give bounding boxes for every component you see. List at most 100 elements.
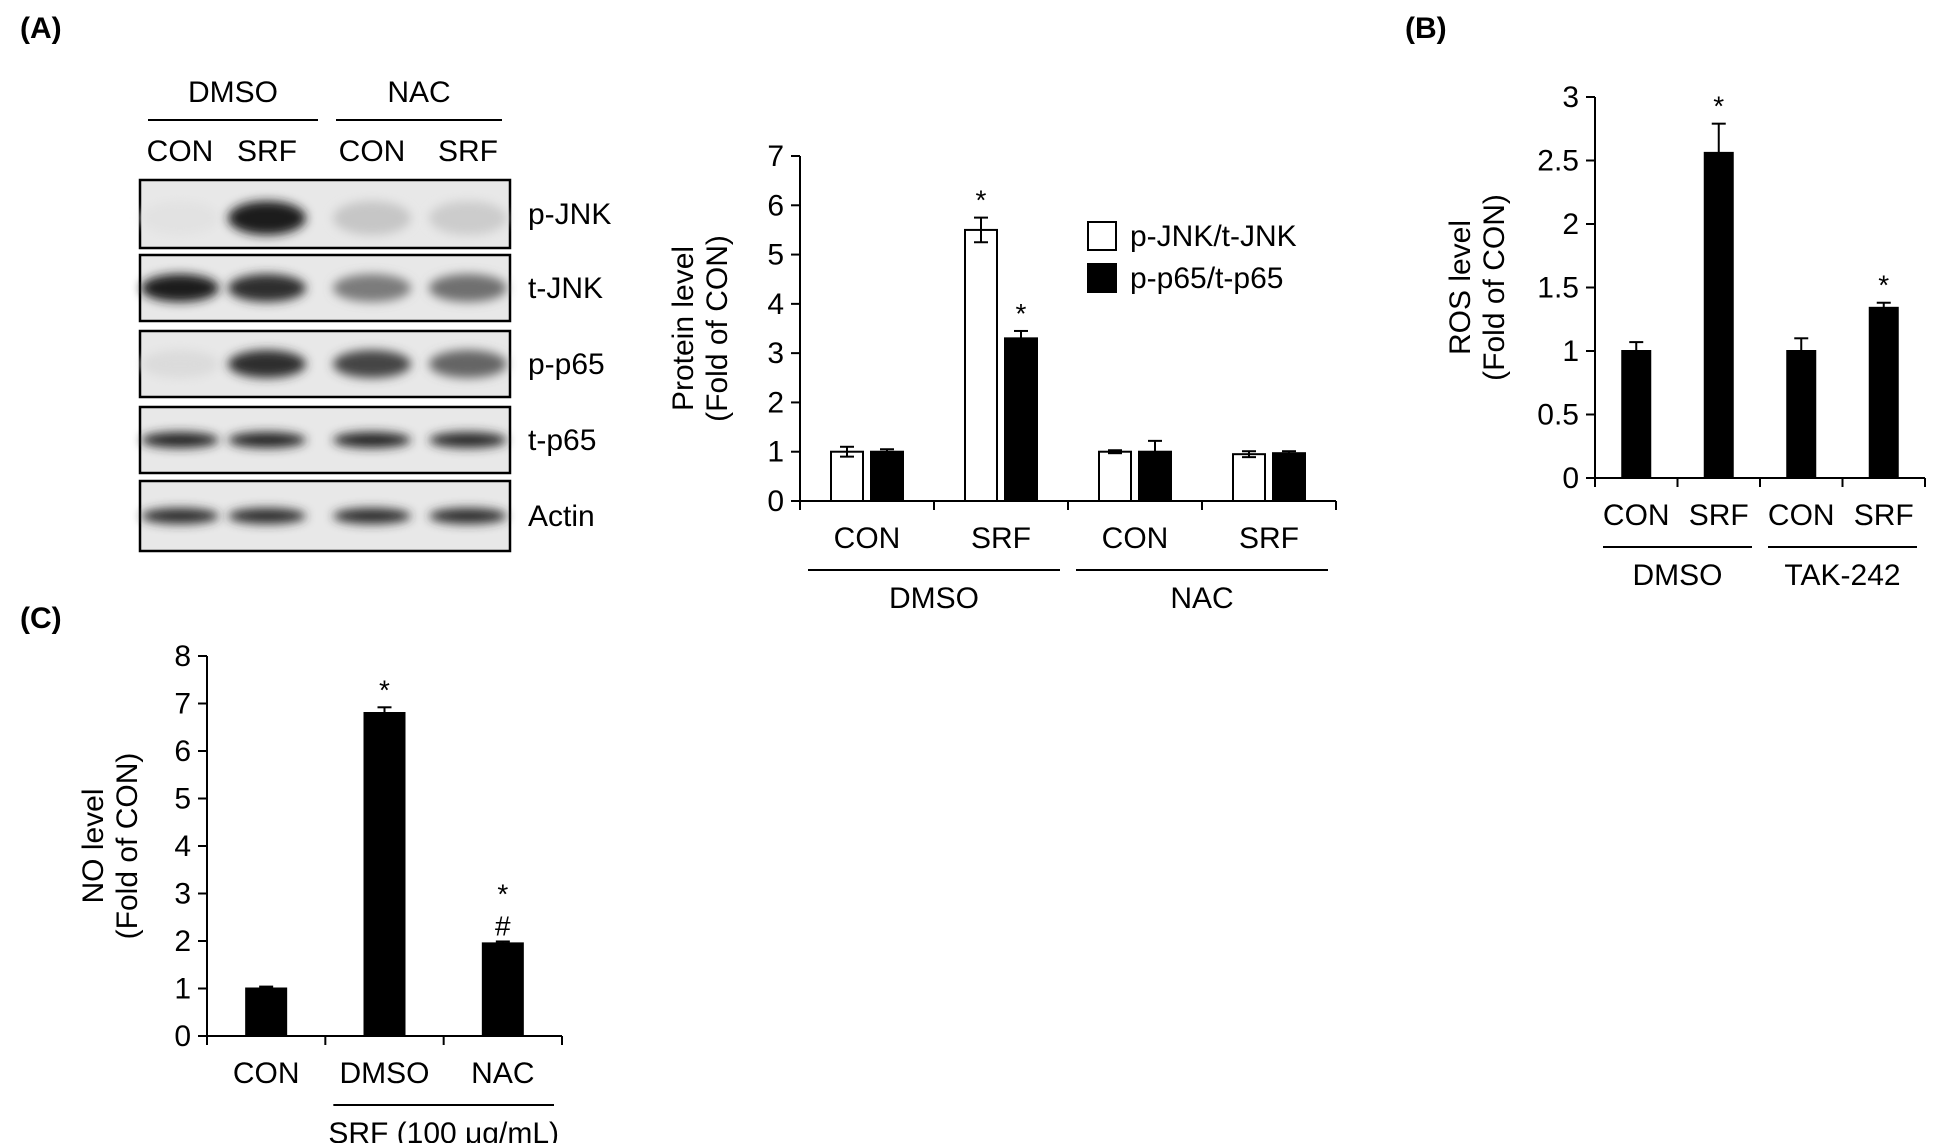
panel-label-a: (A): [20, 12, 62, 45]
legend-label: p-p65/t-p65: [1130, 262, 1283, 295]
y-tick-label: 2: [767, 386, 784, 419]
bar-p-jnk: [1098, 450, 1132, 503]
western-blot: DMSO NAC CON SRF CON SRF p-JNK t-JNK p-p65 t-p65 A…: [138, 76, 611, 553]
blot-row-label: Actin: [528, 500, 595, 533]
y-tick-label: 0: [767, 485, 784, 518]
y-tick-label: 0: [1562, 462, 1579, 495]
y-axis-title-line2: (Fold of CON): [111, 753, 144, 940]
blot-band: [333, 350, 411, 378]
significance-marker: *: [1016, 298, 1027, 329]
legend-swatch: [1087, 263, 1117, 293]
blot-band: [141, 274, 219, 302]
y-axis-title: ROS level(Fold of CON): [1444, 194, 1511, 381]
x-group-label: SRF (100 μg/mL): [328, 1117, 559, 1143]
y-axis-title: NO level(Fold of CON): [77, 753, 144, 940]
blot-lane-label: SRF: [438, 135, 498, 168]
significance-marker: *: [497, 878, 508, 909]
blot-group-label: NAC: [387, 76, 450, 109]
blot-band: [333, 201, 411, 235]
x-group-label: TAK-242: [1784, 559, 1900, 592]
blot-band: [429, 508, 507, 524]
chart-b-ros-level: 0 0.5 1 1.5 2 2.5 3 ROS level(Fold of CON) CON SR…: [1444, 81, 1926, 592]
legend-swatch: [1087, 221, 1117, 251]
bar-p-jnk: [964, 228, 998, 503]
bar-p-jnk: [1232, 453, 1266, 502]
blot-band: [429, 350, 507, 378]
y-axis-title-line2: (Fold of CON): [1478, 194, 1511, 381]
bar: [363, 712, 406, 1037]
y-axis-title-line1: ROS level: [1444, 220, 1477, 355]
panel-label-b: (B): [1405, 12, 1447, 45]
y-axis-title: Protein level(Fold of CON): [667, 235, 734, 422]
panel-label-c: (C): [20, 602, 62, 635]
y-tick-label: 4: [767, 288, 784, 321]
significance-marker: *: [1878, 270, 1889, 301]
y-tick-label: 7: [767, 140, 784, 173]
blot-row-label: t-p65: [528, 424, 596, 457]
blot-band: [228, 274, 306, 302]
y-tick-label: 6: [767, 189, 784, 222]
y-tick-label: 3: [174, 878, 191, 911]
y-tick-label: 1: [767, 436, 784, 469]
significance-marker: *: [976, 185, 987, 216]
x-group-label: NAC: [1170, 582, 1233, 615]
x-tick-label: SRF: [1689, 499, 1749, 532]
y-tick-label: 4: [174, 830, 191, 863]
blot-row-label: p-JNK: [528, 198, 611, 231]
x-group-label: DMSO: [889, 582, 979, 615]
y-tick-label: 3: [1562, 81, 1579, 114]
blot-band: [429, 274, 507, 302]
blot-lane-label: SRF: [237, 135, 297, 168]
bar-p-jnk: [830, 450, 864, 503]
y-axis-title-line1: NO level: [77, 788, 110, 903]
blot-group-label: DMSO: [188, 76, 278, 109]
x-tick-label: CON: [834, 522, 901, 555]
y-tick-label: 3: [767, 337, 784, 370]
x-tick-label: CON: [1102, 522, 1169, 555]
blot-band: [228, 508, 306, 524]
y-tick-label: 1: [174, 973, 191, 1006]
y-tick-label: 0: [174, 1020, 191, 1053]
blot-band: [141, 201, 219, 235]
bar-p-p65: [1004, 337, 1038, 502]
blot-band: [333, 274, 411, 302]
y-axis-title-line1: Protein level: [667, 246, 700, 411]
bar: [1786, 350, 1817, 479]
y-tick-label: 8: [174, 640, 191, 673]
y-tick-label: 7: [174, 688, 191, 721]
blot-band: [333, 508, 411, 524]
blot-band: [228, 432, 306, 448]
y-tick-label: 5: [174, 783, 191, 816]
y-tick-label: 0.5: [1537, 399, 1579, 432]
bar: [1868, 306, 1899, 479]
y-axis-title-line2: (Fold of CON): [701, 235, 734, 422]
y-tick-label: 1.5: [1537, 272, 1579, 305]
blot-band: [333, 432, 411, 448]
significance-marker-2: #: [495, 910, 511, 941]
legend-label: p-JNK/t-JNK: [1130, 220, 1297, 253]
y-tick-label: 1: [1562, 335, 1579, 368]
x-tick-label: CON: [1603, 499, 1670, 532]
y-tick-label: 2.5: [1537, 145, 1579, 178]
blot-band: [228, 350, 306, 378]
y-tick-label: 6: [174, 735, 191, 768]
x-tick-label: DMSO: [340, 1057, 430, 1090]
bar-p-p65: [870, 450, 904, 503]
blot-lane-label: CON: [339, 135, 406, 168]
y-tick-label: 2: [1562, 208, 1579, 241]
chart-c-no-level: 0 1 2 3 4 5 6 7 8 NO level(Fold of CON) CON DMSO NAC…: [77, 640, 563, 1143]
blot-row-label: t-JNK: [528, 272, 603, 305]
blot-band: [141, 508, 219, 524]
blot-row-label: p-p65: [528, 348, 605, 381]
x-group-label: DMSO: [1633, 559, 1723, 592]
x-tick-label: SRF: [1854, 499, 1914, 532]
y-tick-label: 2: [174, 925, 191, 958]
bar: [1621, 350, 1652, 479]
x-tick-label: SRF: [971, 522, 1031, 555]
x-tick-label: CON: [233, 1057, 300, 1090]
x-tick-label: NAC: [471, 1057, 534, 1090]
blot-lane-label: CON: [147, 135, 214, 168]
chart-a-protein-level: 0 1 2 3 4 5 6 7 Protein level(Fold of CON) CON SRF…: [667, 140, 1337, 615]
y-tick-label: 5: [767, 239, 784, 272]
